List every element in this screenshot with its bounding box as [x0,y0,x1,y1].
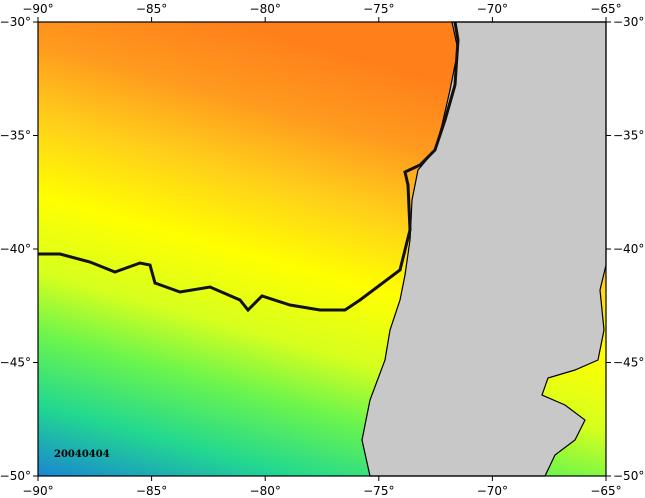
x-tick-label-top: −90° [22,2,53,16]
x-tick-label-bottom: −65° [590,484,621,498]
y-tick-label-left: −45° [0,356,31,370]
date-label: 20040404 [54,449,110,460]
y-tick-label-right: −35° [613,129,644,143]
x-tick-label-bottom: −75° [363,484,394,498]
y-tick-label-right: −50° [613,469,644,483]
y-tick-label-left: −30° [0,15,31,29]
x-tick-label-top: −85° [136,2,167,16]
x-tick-label-top: −70° [477,2,508,16]
x-tick-label-top: −75° [363,2,394,16]
contour-line [38,21,460,313]
x-tick-label-bottom: −90° [22,484,53,498]
x-tick-label-bottom: −85° [136,484,167,498]
y-tick-label-left: −35° [0,129,31,143]
x-tick-label-top: −80° [250,2,281,16]
y-tick-label-right: −30° [613,15,644,29]
y-tick-label-right: −45° [613,356,644,370]
x-tick-label-bottom: −80° [250,484,281,498]
x-tick-label-bottom: −70° [477,484,508,498]
y-tick-label-left: −50° [0,469,31,483]
x-tick-label-top: −65° [590,2,621,16]
y-tick-label-right: −40° [613,242,644,256]
y-tick-label-left: −40° [0,242,31,256]
